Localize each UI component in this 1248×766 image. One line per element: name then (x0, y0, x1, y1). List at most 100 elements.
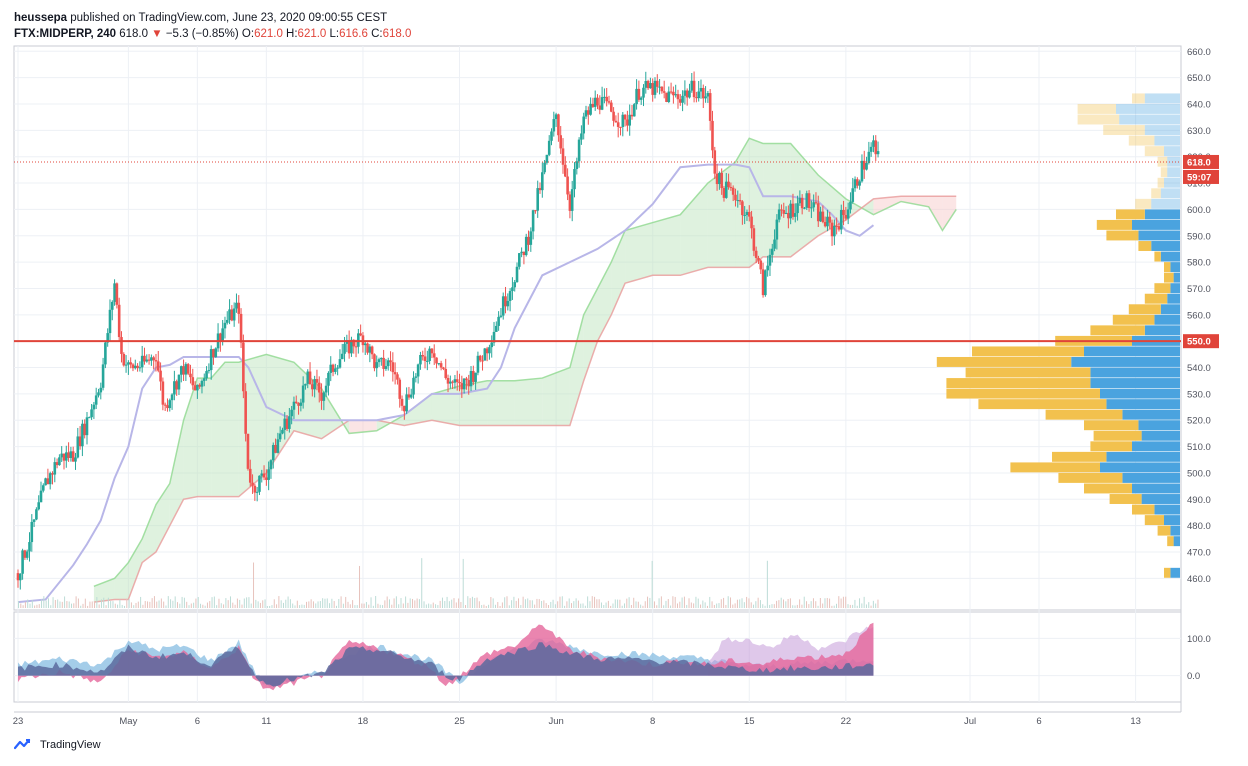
candle-body (444, 368, 448, 379)
candle-body (582, 116, 586, 134)
candle-body (331, 364, 335, 372)
volume-bar (732, 604, 734, 608)
candle-body (46, 478, 50, 485)
volume-bar (412, 598, 414, 608)
volume-bar (727, 596, 729, 608)
volume-bar (584, 605, 586, 608)
volume-bar (591, 596, 593, 608)
candle-body (16, 573, 20, 581)
price-tick-label: 490.0 (1187, 495, 1211, 506)
volume-bar (123, 605, 125, 608)
candle-body (575, 161, 579, 170)
cloud-segment (680, 183, 708, 276)
candle-body (764, 270, 767, 296)
volume-bar (460, 602, 462, 608)
candle-body (179, 366, 183, 375)
candle-body (614, 120, 618, 123)
volume-bar (303, 604, 305, 608)
volume-bar (667, 599, 669, 608)
candle-body (294, 401, 298, 403)
volume-bar (621, 605, 623, 608)
volume-profile-down-bar (1157, 177, 1164, 188)
volume-profile-up-bar (1071, 356, 1180, 367)
volume-profile-up-bar (1138, 420, 1180, 431)
volume-profile-down-bar (936, 356, 1072, 367)
candle-body (71, 451, 75, 462)
volume-profile-down-bar (1103, 125, 1145, 136)
candle-body (630, 114, 634, 117)
candle-body (501, 296, 505, 316)
candle-body (690, 80, 694, 91)
candle-body (472, 371, 475, 382)
publish-line: heussepa published on TradingView.com, J… (14, 10, 411, 26)
volume-bar (619, 599, 621, 608)
candle-body (752, 228, 756, 251)
symbol-label[interactable]: FTX:MIDPERP, 240 (14, 28, 117, 40)
volume-bar (764, 605, 766, 608)
volume-bar (64, 596, 66, 608)
volume-bar (852, 604, 854, 608)
tradingview-logo-icon (14, 738, 31, 750)
volume-bar (683, 596, 685, 608)
volume-bar (508, 605, 510, 608)
volume-bar (250, 603, 252, 608)
candle-body (129, 362, 132, 365)
candle-body (557, 114, 560, 136)
volume-bar (838, 596, 840, 608)
volume-profile-up-bar (1106, 451, 1180, 462)
volume-bar (84, 598, 86, 608)
author-name[interactable]: heussepa (14, 12, 68, 24)
volume-bar (451, 599, 453, 608)
candle-body (51, 473, 54, 475)
candle-body (32, 519, 36, 522)
high-value: 621.0 (297, 28, 327, 40)
volume-bar (614, 599, 616, 608)
time-tick-label: 11 (261, 716, 271, 727)
candle-body (202, 378, 206, 381)
volume-bar (794, 605, 796, 608)
candle-body (623, 114, 627, 120)
candle-body (708, 93, 712, 121)
candle-body (28, 542, 31, 552)
volume-profile-up-bar (1084, 346, 1180, 357)
volume-bar (688, 598, 690, 608)
candle-body (715, 173, 719, 185)
volume-profile-up-bar (1164, 515, 1180, 526)
volume-bar (531, 600, 533, 608)
candle-body (246, 433, 250, 469)
volume-bar (43, 596, 45, 608)
volume-bar (271, 605, 273, 608)
volume-bar (428, 603, 430, 608)
volume-bar (849, 604, 851, 608)
candle-body (662, 91, 666, 93)
oscillator-tick-label: 100.0 (1187, 634, 1211, 645)
candle-body (768, 254, 772, 266)
last-price-label: 618.0 (1187, 157, 1211, 168)
candle-body (453, 379, 457, 383)
candle-body (860, 160, 864, 182)
candle-body (44, 478, 47, 486)
cloud-span-a-line (93, 137, 957, 587)
footer-brand[interactable]: TradingView (40, 739, 101, 751)
volume-bar (356, 605, 358, 608)
volume-bar (665, 600, 667, 608)
volume-bar (368, 604, 370, 608)
candle-body (688, 90, 691, 98)
candle-body (299, 402, 303, 406)
volume-bar (868, 602, 870, 608)
candle-body (872, 140, 875, 147)
volume-bar (589, 601, 591, 608)
volume-bar (522, 596, 524, 608)
candle-body (166, 405, 169, 409)
volume-bar (317, 601, 319, 608)
candle-body (775, 219, 779, 240)
volume-bar (743, 602, 745, 608)
candle-body (449, 381, 452, 384)
volume-profile-down-bar (1084, 483, 1132, 494)
low-value: 616.6 (339, 28, 368, 40)
candle-body (819, 211, 822, 222)
volume-bar (142, 604, 144, 608)
candle-body (366, 343, 369, 353)
volume-profile-up-bar (1144, 93, 1180, 104)
